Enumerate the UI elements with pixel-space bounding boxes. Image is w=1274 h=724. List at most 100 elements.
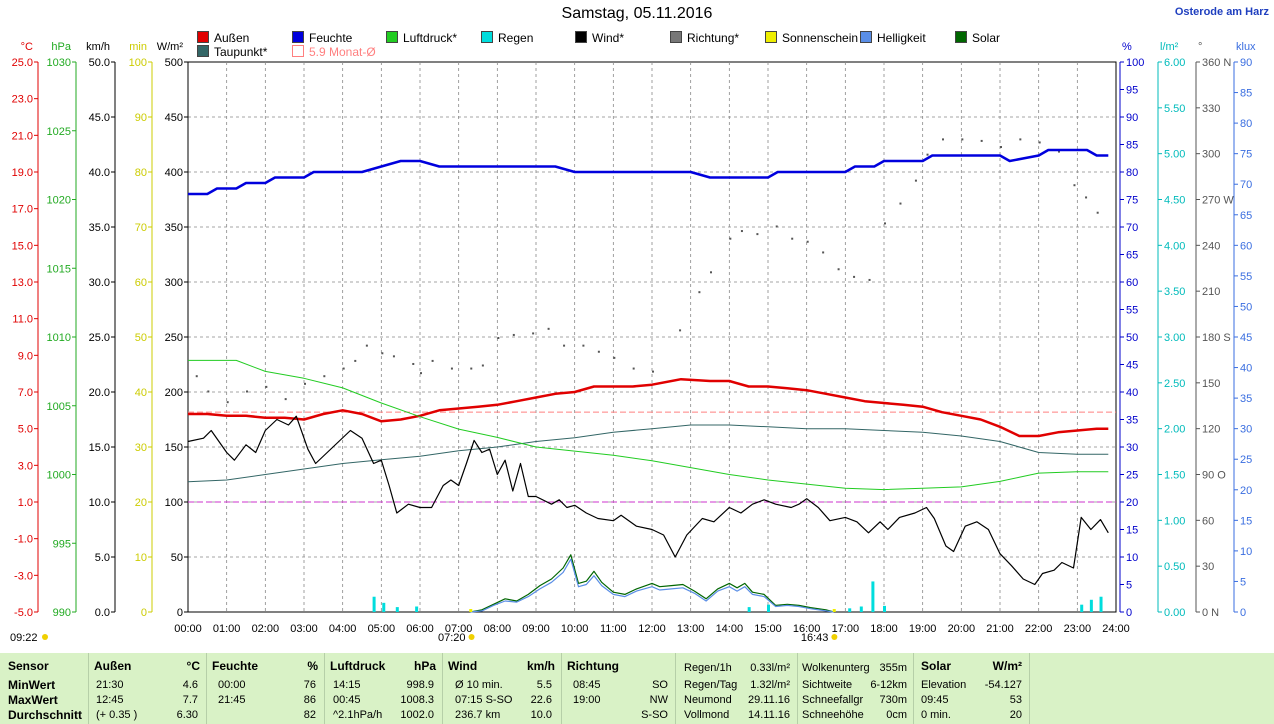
x-tick-label: 10:00 [561, 623, 589, 635]
direction-dot [392, 355, 395, 358]
axis-tick-label-klux: 80 [1240, 118, 1252, 130]
series-line [470, 554, 834, 613]
footer-header: % [307, 659, 318, 673]
footer-row-label: MaxWert [8, 693, 58, 707]
x-tick-label: 16:00 [793, 623, 821, 635]
direction-dot [1038, 141, 1041, 144]
footer-cell: Schneefallgr [802, 694, 864, 706]
footer-cell: S-SO [641, 709, 668, 721]
direction-dot [431, 359, 434, 362]
direction-dot [207, 390, 210, 393]
footer-cell: 0cm [886, 709, 907, 721]
footer-cell: 10.0 [530, 709, 552, 721]
footer-cell: 53 [1009, 694, 1022, 706]
legend-item: Regen [481, 31, 533, 45]
footer-cell: 730m [879, 694, 907, 706]
weather-chart: 00:00 01:00 02:00 03:00 04:00 05:00 06:00 07:00… [10, 41, 1256, 644]
legend-item: Solar [955, 31, 1000, 45]
axis-tick-label-temp: 25.0 [12, 57, 33, 69]
axis-tick-label-hpa: 1000 [47, 470, 71, 482]
axis-tick-label-kmh: 20.0 [89, 387, 110, 399]
axis-tick-label-lm2: 1.00 [1164, 515, 1185, 527]
legend-label: Sonnenschein [782, 31, 859, 45]
axis-tick-label-wm2: 450 [165, 112, 183, 124]
axis-tick-label-min: 50 [135, 332, 147, 344]
axis-tick-label-wm2: 0 [177, 607, 183, 619]
footer-cell: 4.6 [182, 679, 198, 691]
axis-tick-label-min: 90 [135, 112, 147, 124]
axis-tick-label-kmh: 30.0 [89, 277, 110, 289]
axis-tick-label-pct: 45 [1126, 360, 1138, 372]
direction-dot [381, 352, 384, 355]
axis-tick-label-klux: 70 [1240, 179, 1252, 191]
stats-footer: Sensor Außen °C Feuchte% Luftdruck hPa Wind km/… [0, 653, 1274, 724]
axis-tick-label-kmh: 50.0 [89, 57, 110, 69]
footer-cell: 20 [1009, 709, 1022, 721]
footer-cell: 1002.0 [400, 709, 434, 721]
x-tick-label: 20:00 [948, 623, 976, 635]
direction-dot [226, 401, 229, 404]
legend-item: Richtung* [670, 31, 739, 45]
axis-unit-klux: klux [1236, 41, 1256, 53]
direction-dot [512, 333, 515, 336]
direction-dot [775, 225, 778, 228]
footer-separator [88, 653, 89, 724]
legend-item: Taupunkt* [197, 45, 267, 59]
axis-tick-label-temp: 7.0 [18, 387, 33, 399]
axis-unit-pct: % [1122, 41, 1132, 53]
direction-dot [450, 367, 453, 370]
axis-unit-kmh: km/h [86, 41, 110, 53]
footer-header: Wind [448, 659, 478, 673]
footer-cell: Schneehöhe [802, 709, 864, 721]
x-tick-label: 09:00 [522, 623, 550, 635]
footer-cell: 09:45 [921, 694, 949, 706]
footer-cell: Elevation [921, 679, 967, 691]
axis-tick-label-kmh: 0.0 [95, 607, 110, 619]
axis-tick-label-min: 70 [135, 222, 147, 234]
axis-tick-label-deg: 300 [1202, 149, 1220, 161]
axis-tick-label-wm2: 200 [165, 387, 183, 399]
footer-cell: 6.30 [176, 709, 198, 721]
axis-tick-label-deg: 240 [1202, 240, 1220, 252]
axis-tick-label-pct: 50 [1126, 332, 1138, 344]
axis-tick-label-hpa: 1010 [47, 332, 71, 344]
legend-item: Außen [197, 31, 249, 45]
direction-dot [246, 390, 248, 393]
legend-swatch [860, 31, 872, 43]
direction-dot [729, 237, 732, 240]
rain-bar [1089, 599, 1093, 612]
axis-tick-label-pct: 10 [1126, 552, 1138, 564]
axis-tick-label-hpa: 1025 [47, 126, 71, 138]
x-tick-label: 00:00 [174, 623, 202, 635]
x-tick-label: 03:00 [290, 623, 318, 635]
footer-cell: Neumond [684, 694, 732, 706]
rain-bar [747, 607, 751, 612]
x-tick-label: 24:00 [1102, 623, 1130, 635]
axis-tick-label-hpa: 1030 [47, 57, 71, 69]
sunrise-icon [468, 634, 475, 640]
rain-bar [848, 608, 852, 612]
legend-item: Feuchte [292, 31, 352, 45]
rain-bar [372, 596, 376, 612]
axis-unit-temp: °C [21, 41, 33, 53]
legend-label: Richtung* [687, 31, 740, 45]
axis-tick-label-klux: 50 [1240, 301, 1252, 313]
direction-dot [652, 370, 654, 373]
direction-dot [497, 337, 500, 339]
direction-dot [597, 350, 600, 353]
direction-dot [806, 240, 809, 243]
x-tick-label: 13:00 [677, 623, 705, 635]
footer-header: °C [186, 659, 200, 673]
current-time-label: 09:22 [10, 632, 38, 644]
axis-tick-label-pct: 65 [1126, 250, 1138, 262]
axis-tick-label-klux: 15 [1240, 515, 1252, 527]
footer-cell: 29.11.16 [747, 694, 790, 706]
rain-bar [883, 605, 886, 612]
axis-unit-deg: ° [1198, 41, 1202, 53]
axis-tick-label-lm2: 4.50 [1164, 195, 1185, 207]
footer-row-label: Durchschnitt [8, 708, 83, 722]
axis-tick-label-deg: 180 S [1202, 332, 1231, 344]
axis-tick-label-pct: 100 [1126, 57, 1144, 69]
series-line [188, 359, 1109, 491]
direction-dot [710, 271, 712, 274]
